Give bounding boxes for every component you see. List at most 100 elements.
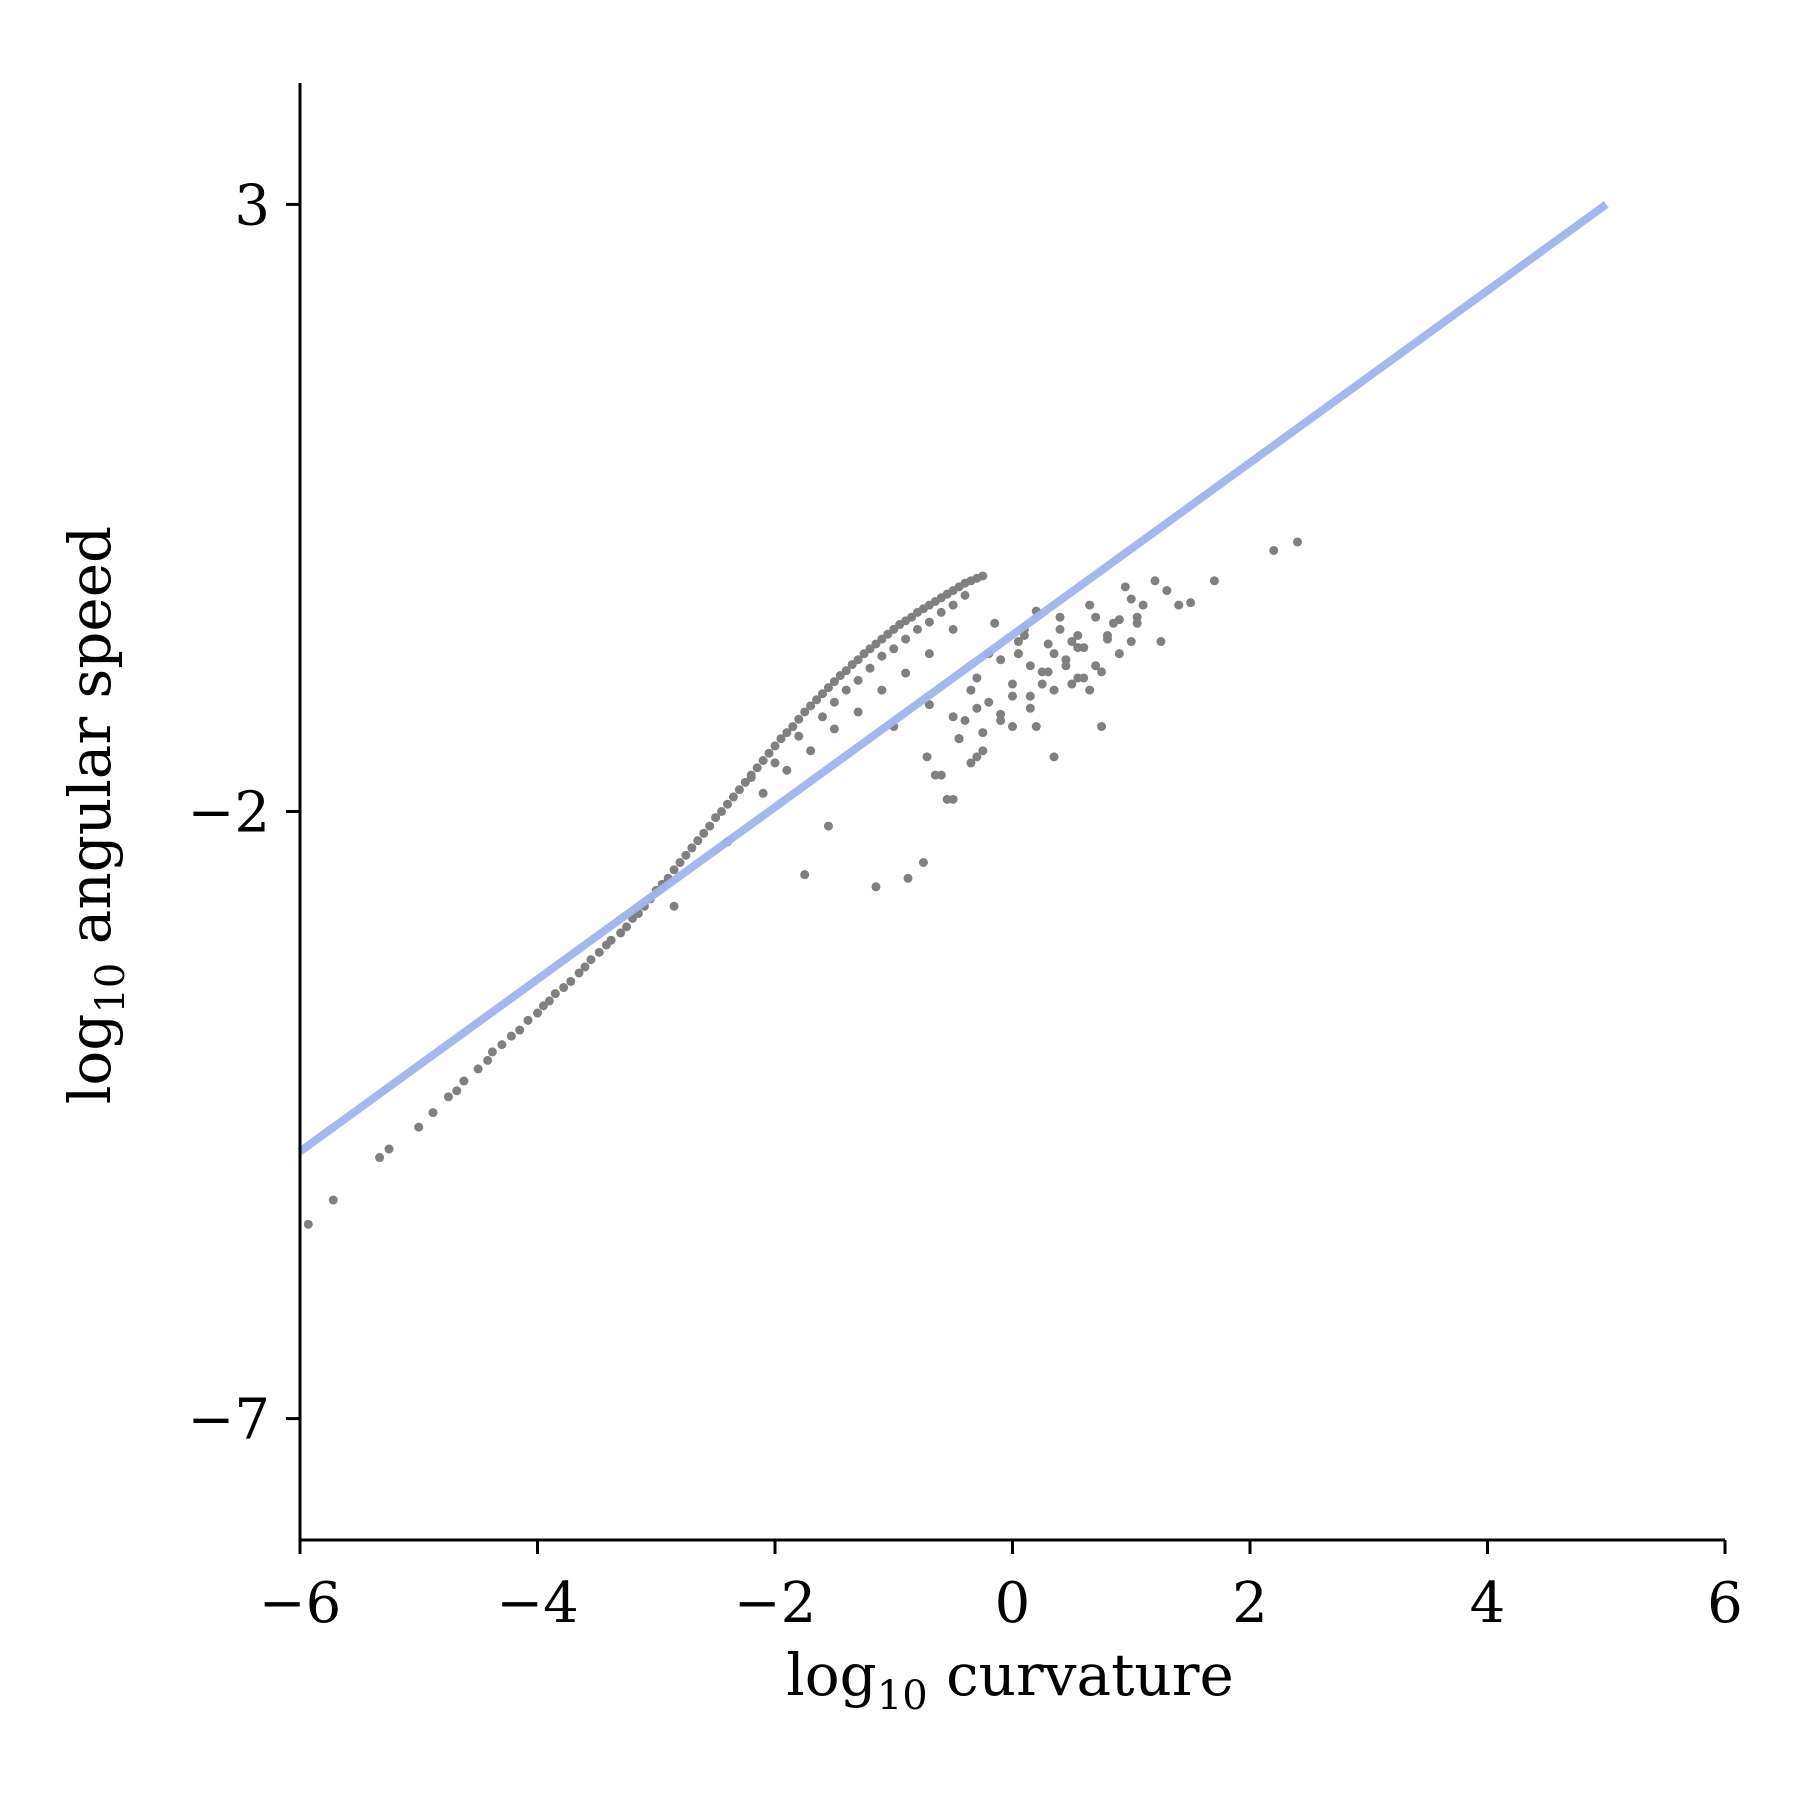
scatter-point [924,700,934,710]
scatter-point [515,1025,525,1035]
scatter-point [1019,630,1029,640]
scatter-point [794,731,804,741]
scatter-point [818,689,827,699]
scatter-point [443,1092,453,1102]
scatter-point [806,746,816,756]
scatter-point [829,697,839,707]
scatter-point [681,850,691,860]
scatter-point [1091,612,1101,622]
scatter-point [616,928,626,938]
scatter-point [924,617,934,627]
scatter-point [835,671,845,681]
scatter-point [841,666,851,676]
scatter-point [1055,624,1065,634]
scatter-point [972,752,982,762]
scatter-point [1073,630,1083,640]
scatter-point [1126,594,1136,604]
scatter-point [574,968,584,978]
scatter-point [948,712,958,722]
scatter-point [752,763,762,773]
scatter-point [1008,691,1017,701]
scatter-point [823,821,833,831]
scatter-point [922,752,932,762]
scatter-point [1174,600,1184,610]
scatter-point [859,649,869,659]
scatter-point [764,748,774,758]
scatter-point [559,983,569,993]
scatter-point [1162,586,1172,596]
scatter-point [497,1040,507,1050]
x-tick-label: −2 [734,1571,817,1636]
scatter-point [1156,637,1166,647]
scatter-point [1114,649,1124,659]
scatter-point [794,714,804,724]
scatter-point [452,1086,462,1096]
scatter-point [459,1076,469,1086]
x-tick-label: 0 [995,1571,1031,1636]
scatter-point [1031,722,1041,732]
scatter-point [871,639,881,649]
scatter-point [800,707,810,717]
scatter-point [1025,661,1035,671]
scatter-point [829,677,839,687]
scatter-point [948,794,958,804]
scatter-point [865,663,875,673]
x-tick-label: 6 [1707,1571,1743,1636]
scatter-point [566,976,576,986]
x-tick-label: 2 [1232,1571,1268,1636]
scatter-point [384,1144,394,1154]
x-tick-label: −6 [259,1571,342,1636]
scatter-point [1138,600,1148,610]
scatter-point [328,1195,338,1205]
scatter-point [907,612,917,622]
scatter-point [740,777,750,787]
scatter-point [1025,691,1035,701]
scatter-point [544,996,554,1006]
scatter-point [960,715,970,725]
scatter-point [996,655,1006,665]
scatter-point [1097,667,1107,677]
scatter-point [711,813,721,823]
scatter-point [871,882,881,892]
scatter-point [1043,639,1053,649]
scatter-point [1114,615,1124,625]
scatter-point [303,1219,313,1229]
scatter-point [1055,612,1065,622]
y-tick-label: −2 [187,781,270,846]
scatter-point [788,722,798,732]
scatter-point [1049,752,1059,762]
scatter-point [622,922,632,932]
scatter-point [483,1055,493,1065]
scatter-point [770,741,780,751]
scatter-point [1120,582,1130,592]
scatter-point [414,1122,424,1132]
scatter-point [1067,679,1077,689]
scatter-point [948,624,958,634]
scatter-point [428,1108,438,1118]
scatter-point [990,618,1000,628]
scatter-point [782,765,792,775]
scatter-point [1073,643,1083,653]
scatter-point [901,634,911,644]
scatter-point [841,685,851,695]
scatter-point [913,624,922,634]
scatter-point [877,685,887,695]
scatter-point [1073,673,1083,683]
scatter-point [717,807,727,816]
scatter-point [936,770,946,780]
scatter-point [960,590,970,600]
scatter-point [1025,703,1035,713]
scatter-point [705,821,715,831]
scatter-point [1067,637,1077,647]
scatter-point [924,649,934,659]
scatter-points [303,537,1302,1229]
scatter-point [1085,600,1095,610]
scatter-point [1061,655,1071,665]
scatter-point [538,1001,548,1011]
scatter-point [806,701,816,711]
scatter-point [687,843,697,853]
y-tick-label: 3 [234,173,270,238]
scatter-point [865,644,875,654]
scatter-point [812,695,822,705]
